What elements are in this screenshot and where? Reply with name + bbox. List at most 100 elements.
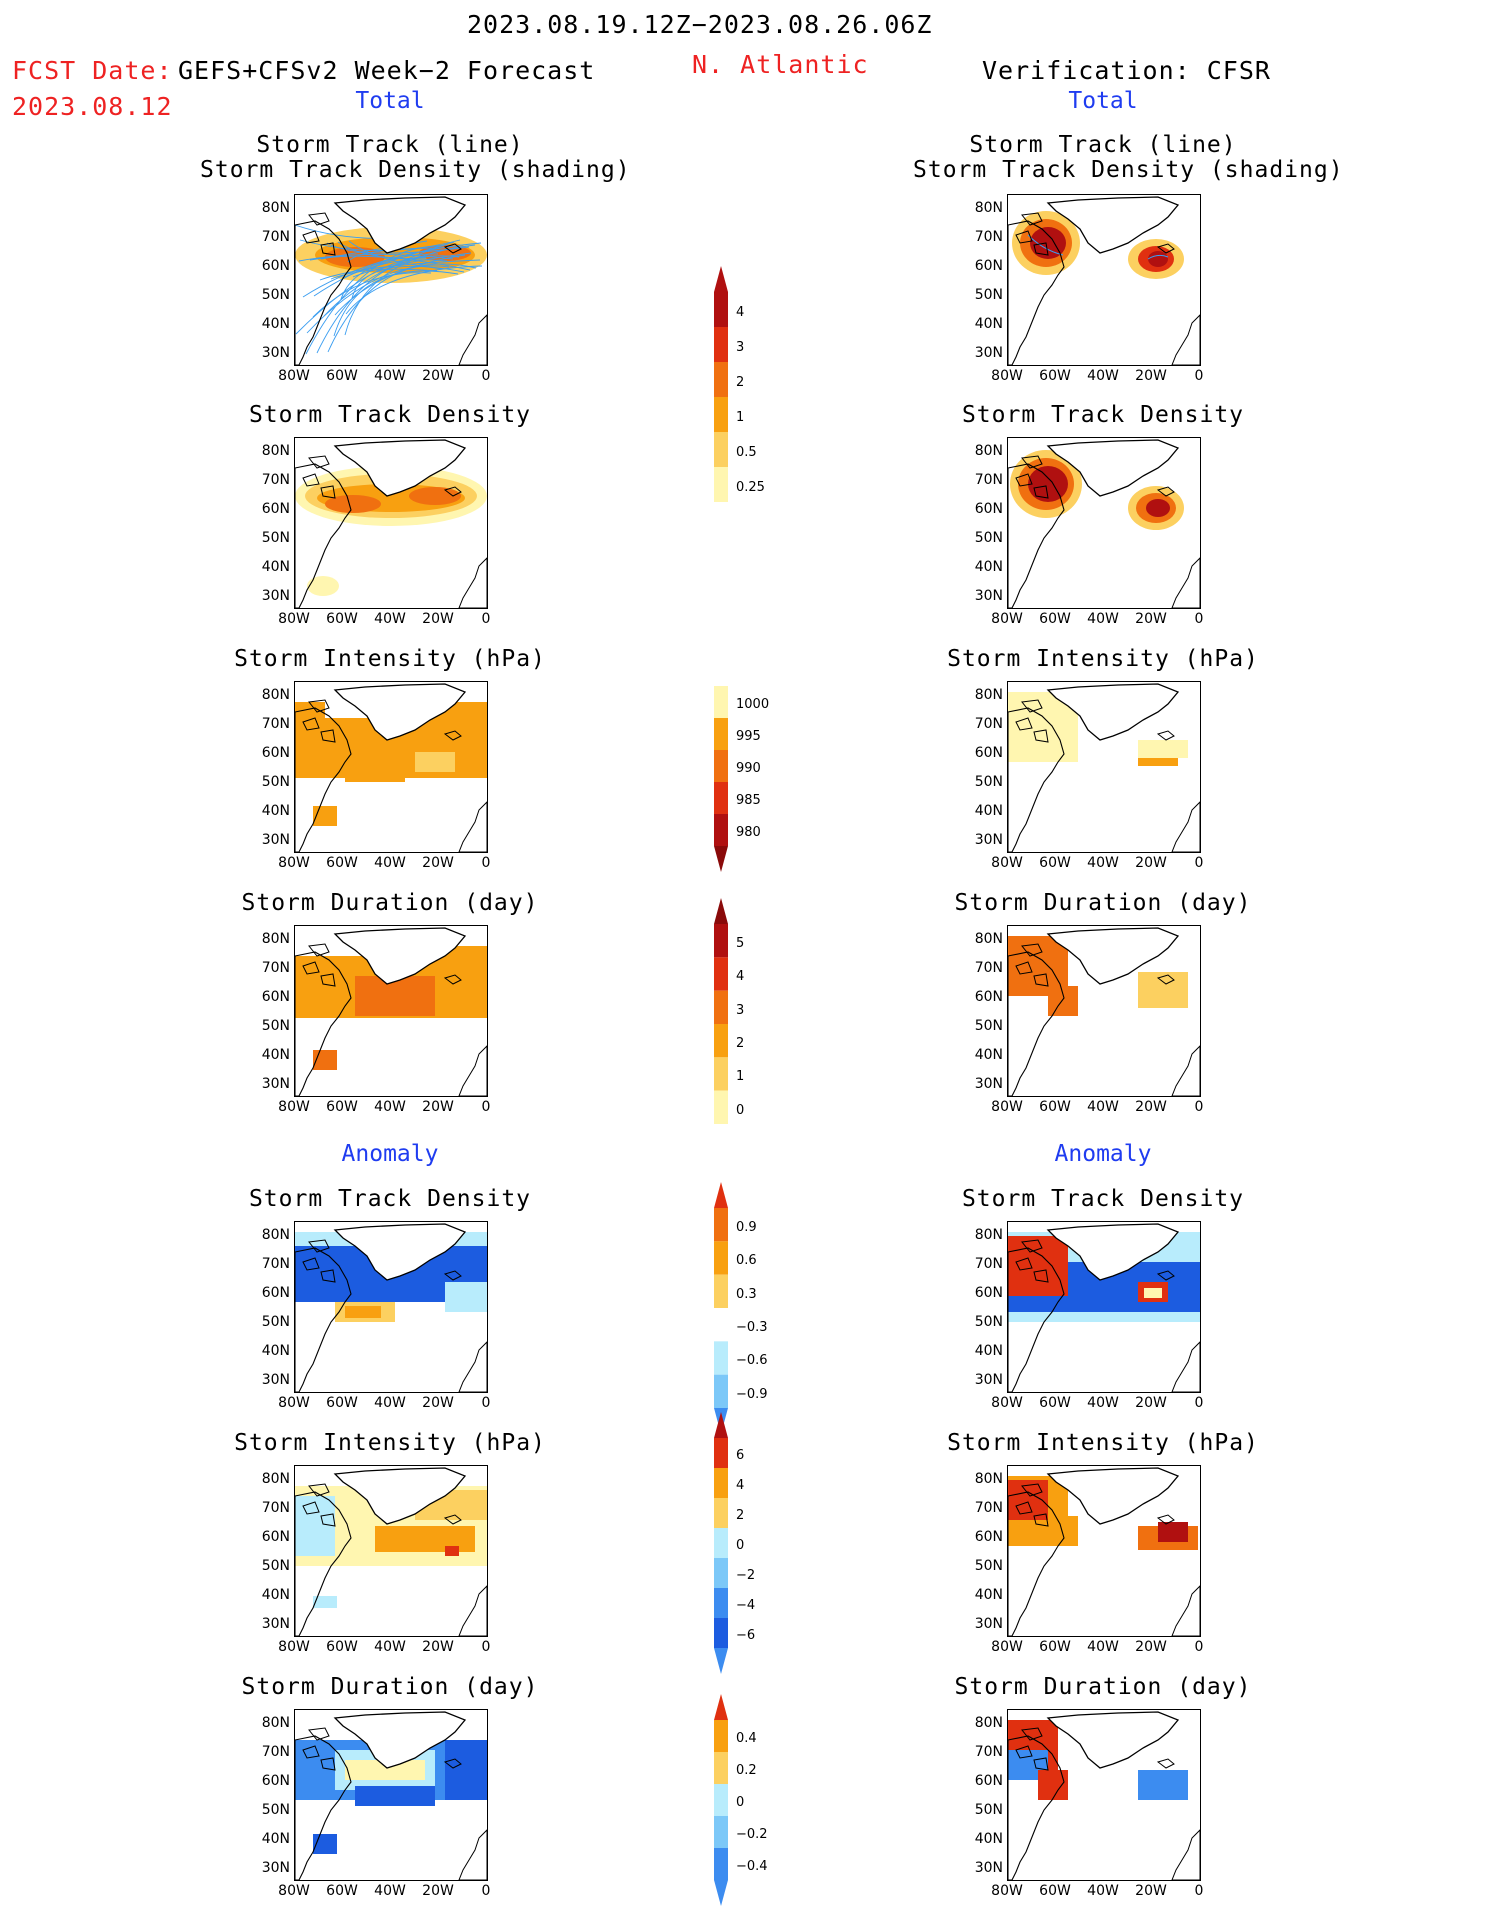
left-anomaly-heading: Anomaly — [341, 1141, 439, 1167]
left-lon-label: 20W — [422, 1639, 454, 1655]
right-lat-label: 60N — [974, 989, 1003, 1005]
right-map-duration — [1007, 925, 1201, 1097]
right-lon-label: 80W — [991, 1099, 1023, 1115]
colorbar-label: 0.2 — [736, 1763, 757, 1779]
right-lon-label: 80W — [991, 1395, 1023, 1411]
left-lon-label: 60W — [326, 1639, 358, 1655]
left-lat-label: 30N — [261, 588, 290, 604]
right-lat-label: 30N — [974, 588, 1003, 604]
right-lon-label: 0 — [1194, 1099, 1204, 1115]
left-lat-label: 30N — [261, 1616, 290, 1632]
right-title-anom-intensity: Storm Intensity (hPa) — [947, 1430, 1259, 1456]
region-label: N. Atlantic — [692, 50, 869, 79]
fcst-model: GEFS+CFSv2 Week−2 Forecast — [178, 56, 596, 85]
left-lat-label: 30N — [261, 832, 290, 848]
right-lat-label: 50N — [974, 1314, 1003, 1330]
right-lat-label: 80N — [974, 443, 1003, 459]
right-lat-label: 80N — [974, 931, 1003, 947]
right-lat-label: 40N — [974, 1587, 1003, 1603]
left-title-anom-density: Storm Track Density — [248, 1186, 532, 1212]
right-lon-label: 60W — [1039, 368, 1071, 384]
colorbar-label: 2 — [736, 1036, 745, 1051]
left-lon-label: 0 — [481, 1395, 491, 1411]
left-lon-label: 20W — [422, 855, 454, 871]
colorbar-label: 0.9 — [736, 1220, 757, 1235]
right-lon-label: 0 — [1194, 1883, 1204, 1899]
colorbar-density_total — [714, 266, 728, 502]
right-lon-label: 0 — [1194, 1639, 1204, 1655]
left-total-heading: Total — [355, 88, 425, 114]
left-title-intensity: Storm Intensity (hPa) — [234, 646, 546, 672]
right-map-intensity — [1007, 681, 1201, 853]
left-lat-label: 70N — [261, 716, 290, 732]
left-lat-label: 80N — [261, 1227, 290, 1243]
colorbar-label: 0 — [736, 1102, 745, 1118]
left-lon-label: 40W — [374, 611, 406, 627]
right-lat-label: 50N — [974, 530, 1003, 546]
left-lat-label: 50N — [261, 1558, 290, 1574]
colorbar-label: −0.3 — [736, 1320, 768, 1335]
right-lon-label: 40W — [1087, 1883, 1119, 1899]
left-lon-label: 80W — [278, 1099, 310, 1115]
right-lon-label: 20W — [1135, 1883, 1167, 1899]
right-lat-label: 40N — [974, 559, 1003, 575]
right-lat-label: 70N — [974, 1500, 1003, 1516]
right-lat-label: 60N — [974, 1285, 1003, 1301]
right-lon-label: 80W — [991, 611, 1023, 627]
right-total-heading: Total — [1068, 88, 1138, 114]
left-title-anom-duration: Storm Duration (day) — [241, 1674, 539, 1700]
left-lon-label: 80W — [278, 1639, 310, 1655]
right-map-track-line — [1007, 194, 1201, 366]
left-lon-label: 0 — [481, 1639, 491, 1655]
left-lat-label: 70N — [261, 1744, 290, 1760]
left-lon-label: 60W — [326, 1883, 358, 1899]
right-title-anom-density: Storm Track Density — [961, 1186, 1245, 1212]
period-title: 2023.08.19.12Z−2023.08.26.06Z — [467, 10, 933, 39]
colorbar-label: 980 — [736, 825, 761, 841]
left-lat-label: 40N — [261, 1831, 290, 1847]
right-lat-label: 40N — [974, 1047, 1003, 1063]
left-lon-label: 60W — [326, 855, 358, 871]
left-lon-label: 0 — [481, 1099, 491, 1115]
right-title-duration: Storm Duration (day) — [954, 890, 1252, 916]
colorbar-label: 0.5 — [736, 445, 757, 460]
colorbar-label: 4 — [736, 969, 745, 985]
left-lat-label: 80N — [261, 200, 290, 216]
left-map-track-density — [294, 437, 488, 609]
right-title-intensity: Storm Intensity (hPa) — [947, 646, 1259, 672]
right-lat-label: 60N — [974, 1529, 1003, 1545]
colorbar-intensity_anom — [714, 1412, 728, 1674]
left-lat-label: 30N — [261, 1076, 290, 1092]
left-lat-label: 40N — [261, 803, 290, 819]
colorbar-label: 1 — [736, 1069, 745, 1085]
left-lon-label: 60W — [326, 611, 358, 627]
left-lat-label: 60N — [261, 258, 290, 274]
colorbar-label: 4 — [736, 305, 745, 320]
left-lon-label: 60W — [326, 368, 358, 384]
right-lat-label: 30N — [974, 345, 1003, 361]
right-lat-label: 30N — [974, 1372, 1003, 1388]
left-lon-label: 60W — [326, 1099, 358, 1115]
colorbar-duration_anom — [714, 1694, 728, 1906]
left-lon-label: 0 — [481, 611, 491, 627]
right-lat-label: 30N — [974, 1860, 1003, 1876]
left-lat-label: 40N — [261, 1343, 290, 1359]
right-lon-label: 0 — [1194, 368, 1204, 384]
left-lat-label: 50N — [261, 1802, 290, 1818]
left-lat-label: 60N — [261, 989, 290, 1005]
right-title-track-line: Storm Track (line) — [969, 132, 1237, 158]
right-lat-label: 50N — [974, 1802, 1003, 1818]
right-lon-label: 60W — [1039, 1099, 1071, 1115]
right-lat-label: 50N — [974, 774, 1003, 790]
right-lon-label: 40W — [1087, 368, 1119, 384]
colorbar-label: 990 — [736, 761, 761, 777]
left-lat-label: 50N — [261, 530, 290, 546]
right-lon-label: 60W — [1039, 1883, 1071, 1899]
left-lat-label: 70N — [261, 960, 290, 976]
right-lat-label: 80N — [974, 1227, 1003, 1243]
right-lat-label: 80N — [974, 1471, 1003, 1487]
right-lat-label: 80N — [974, 687, 1003, 703]
left-lon-label: 40W — [374, 1395, 406, 1411]
left-lon-label: 0 — [481, 368, 491, 384]
right-lat-label: 50N — [974, 1558, 1003, 1574]
